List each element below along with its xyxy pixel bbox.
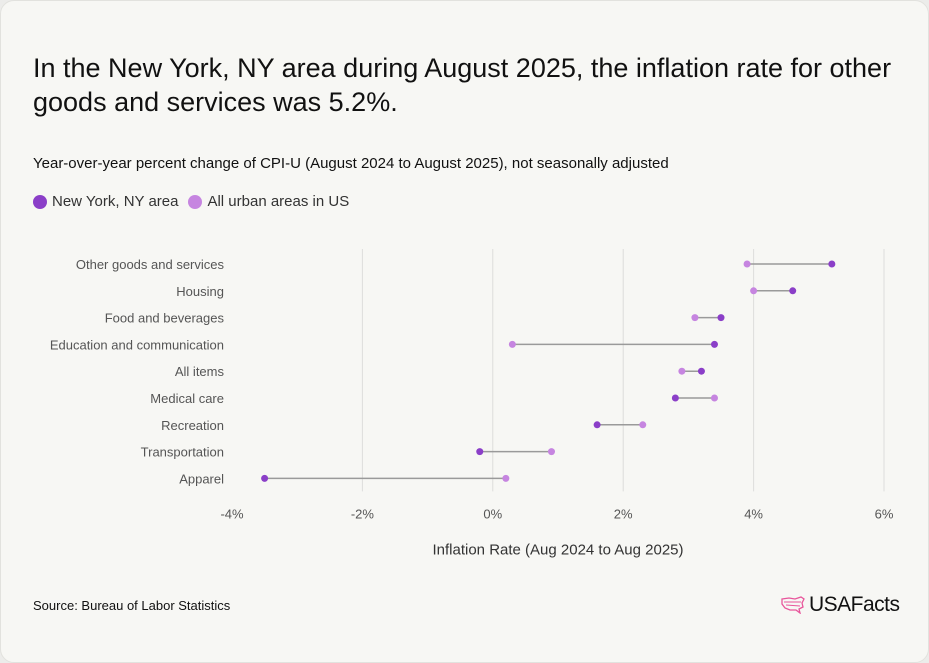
- legend-swatch-us: [188, 194, 203, 209]
- point-us: [743, 260, 751, 268]
- point-ny: [789, 287, 797, 295]
- point-us: [678, 367, 686, 375]
- usafacts-logo: USAFacts: [781, 593, 900, 617]
- category-label: Apparel: [179, 471, 224, 486]
- legend-label-ny: New York, NY area: [52, 193, 179, 210]
- x-tick-label: 2%: [614, 506, 633, 521]
- x-tick-label: 0%: [483, 506, 502, 521]
- category-label: Education and communication: [50, 337, 224, 352]
- category-label: Transportation: [141, 445, 224, 460]
- source-note: Source: Bureau of Labor Statistics: [33, 598, 231, 613]
- category-label: All items: [175, 364, 225, 379]
- point-us: [502, 474, 510, 482]
- x-tick-label: -4%: [220, 506, 244, 521]
- category-label: Food and beverages: [105, 311, 225, 326]
- category-label: Recreation: [161, 418, 224, 433]
- logo-text: USAFacts: [809, 593, 900, 616]
- legend: New York, NY area All urban areas in US: [33, 193, 353, 210]
- point-us: [508, 340, 516, 348]
- chart-title: In the New York, NY area during August 2…: [33, 53, 892, 117]
- point-us: [750, 287, 758, 295]
- point-ny: [828, 260, 836, 268]
- point-ny: [710, 340, 718, 348]
- x-tick-label: 6%: [875, 506, 894, 521]
- x-axis-label: Inflation Rate (Aug 2024 to Aug 2025): [432, 541, 683, 558]
- point-ny: [671, 394, 679, 402]
- point-ny: [717, 314, 725, 322]
- point-us: [547, 448, 555, 456]
- dumbbell-chart: -4% -2% 0% 2% 4% 6% Inflation Rate (Aug 2024 t…: [50, 249, 894, 558]
- legend-item-ny: New York, NY area: [33, 193, 178, 210]
- category-label: Medical care: [150, 391, 224, 406]
- point-us: [691, 314, 699, 322]
- legend-label-us: All urban areas in US: [207, 193, 350, 210]
- point-ny: [697, 367, 705, 375]
- point-us: [710, 394, 718, 402]
- legend-item-us: All urban areas in US: [188, 193, 349, 210]
- legend-swatch-ny: [33, 194, 47, 209]
- x-tick-label: -2%: [351, 506, 375, 521]
- point-ny: [261, 474, 269, 482]
- point-us: [639, 421, 647, 429]
- x-tick-label: 4%: [744, 506, 763, 521]
- point-ny: [593, 421, 601, 429]
- category-label: Housing: [176, 284, 224, 299]
- point-ny: [476, 448, 484, 456]
- category-label: Other goods and services: [76, 257, 225, 272]
- us-map-icon: [781, 596, 805, 614]
- chart-subtitle: Year-over-year percent change of CPI-U (…: [33, 155, 669, 172]
